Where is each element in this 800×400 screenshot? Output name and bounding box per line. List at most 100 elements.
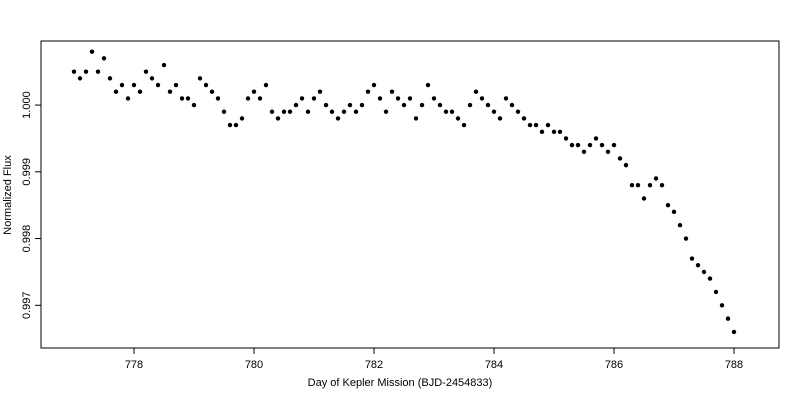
data-point — [701, 269, 707, 275]
data-point — [437, 102, 443, 108]
data-point — [197, 76, 203, 81]
x-tick-label: 782 — [365, 359, 383, 371]
data-point — [263, 82, 269, 88]
data-point — [119, 82, 125, 88]
data-point — [143, 69, 149, 74]
data-point — [527, 122, 533, 128]
data-point — [125, 96, 131, 101]
data-point — [299, 96, 305, 101]
data-point — [365, 89, 371, 94]
data-point — [401, 102, 407, 108]
data-point — [341, 109, 347, 114]
data-point — [191, 102, 197, 108]
y-axis-label: Normalized Flux — [2, 155, 14, 235]
data-point — [311, 96, 317, 101]
data-point — [113, 89, 119, 94]
data-point — [227, 122, 233, 128]
data-point — [605, 149, 611, 154]
data-point — [239, 116, 245, 121]
data-point — [335, 116, 341, 121]
data-point — [515, 109, 521, 114]
data-point — [251, 89, 257, 94]
x-axis-label: Day of Kepler Mission (BJD-2454833) — [308, 377, 493, 389]
data-point — [641, 196, 647, 201]
data-point — [101, 56, 107, 61]
x-tick-label: 784 — [485, 359, 503, 371]
data-point — [185, 96, 191, 101]
data-point — [503, 96, 509, 101]
y-tick-label: 0.998 — [21, 225, 33, 253]
data-point — [407, 96, 413, 101]
data-point — [509, 102, 515, 108]
data-point — [377, 96, 383, 101]
x-tick-label: 786 — [605, 359, 623, 371]
data-point — [677, 223, 683, 228]
x-tick-label: 778 — [125, 359, 143, 371]
y-tick-label: 1.000 — [21, 91, 33, 119]
data-point — [305, 109, 311, 114]
data-point — [479, 96, 485, 101]
data-point — [635, 182, 641, 188]
data-point — [107, 76, 113, 81]
data-point — [653, 176, 659, 181]
data-point — [671, 209, 677, 215]
data-point — [167, 89, 173, 94]
data-point — [461, 122, 467, 128]
data-point — [89, 49, 95, 54]
data-point — [593, 136, 599, 141]
data-point — [347, 102, 353, 108]
data-point — [665, 202, 671, 208]
data-point — [485, 102, 491, 108]
data-point — [395, 96, 401, 101]
data-point — [83, 69, 89, 74]
data-point — [617, 156, 623, 161]
data-point — [719, 303, 725, 308]
y-tick-label: 0.999 — [21, 158, 33, 186]
data-point — [209, 89, 215, 94]
data-point — [599, 142, 605, 148]
data-point — [713, 289, 719, 295]
data-point — [233, 122, 239, 128]
data-point — [455, 116, 461, 121]
data-point — [173, 82, 179, 88]
data-point — [731, 329, 737, 335]
data-point — [473, 89, 479, 94]
data-point — [215, 96, 221, 101]
data-point — [161, 62, 167, 68]
data-point — [95, 69, 101, 74]
data-point — [323, 102, 329, 108]
data-point — [575, 142, 581, 148]
data-point — [179, 96, 185, 101]
data-point — [629, 182, 635, 188]
data-point — [419, 102, 425, 108]
data-point — [557, 129, 563, 134]
data-point — [257, 96, 263, 101]
data-point — [443, 109, 449, 114]
x-tick-label: 780 — [245, 359, 263, 371]
data-point — [563, 136, 569, 141]
data-point — [611, 142, 617, 148]
data-point — [287, 109, 293, 114]
data-point — [569, 142, 575, 148]
data-point — [449, 109, 455, 114]
data-point — [539, 129, 545, 134]
data-point — [281, 109, 287, 114]
data-point — [275, 116, 281, 121]
data-point — [545, 122, 551, 128]
data-point — [695, 263, 701, 268]
data-point — [317, 89, 323, 94]
data-point — [425, 82, 431, 88]
data-point — [707, 276, 713, 281]
data-point — [359, 102, 365, 108]
data-point — [581, 149, 587, 154]
data-point — [533, 122, 539, 128]
data-point — [497, 116, 503, 121]
data-point — [647, 182, 653, 188]
data-point — [413, 116, 419, 121]
data-point — [683, 236, 689, 241]
x-tick-label: 788 — [725, 359, 743, 371]
data-point — [431, 96, 437, 101]
data-point — [269, 109, 275, 114]
data-point — [353, 109, 359, 114]
